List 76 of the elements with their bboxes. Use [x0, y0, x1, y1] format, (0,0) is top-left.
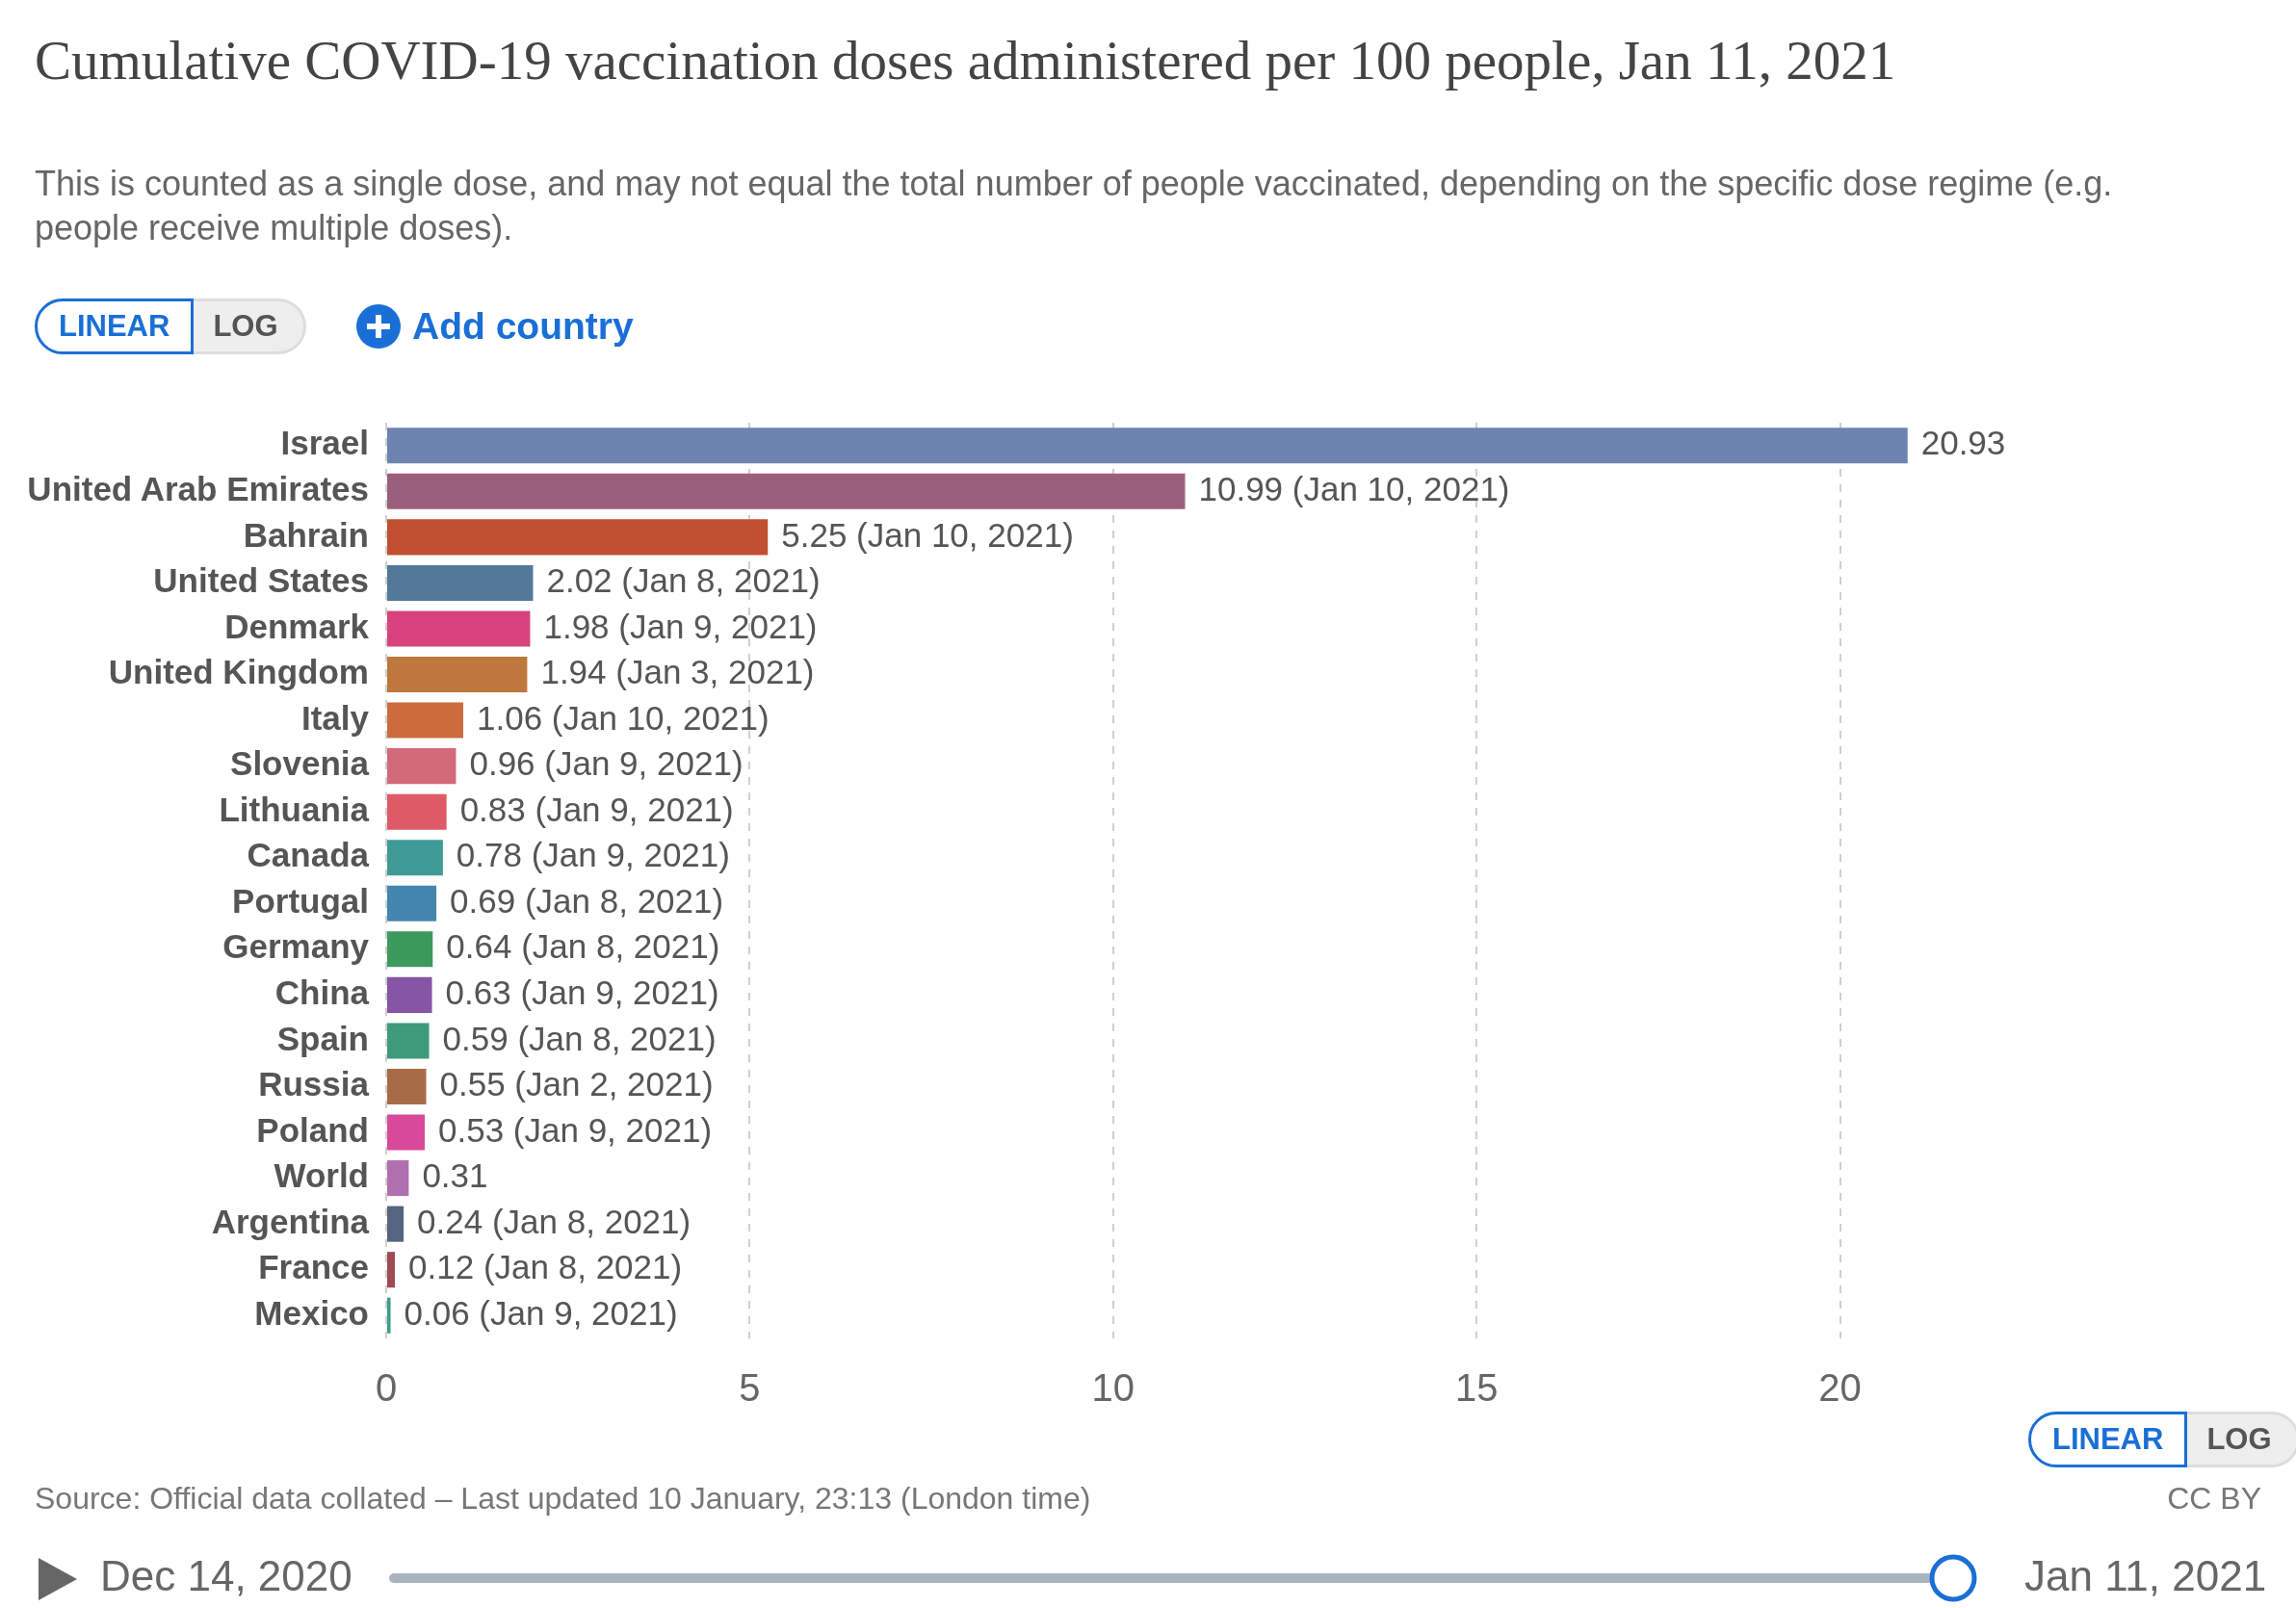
- bar: [387, 885, 437, 921]
- y-tick-label: China: [274, 973, 370, 1012]
- y-tick-label: Mexico: [254, 1293, 369, 1332]
- text: LOG: [2187, 1412, 2296, 1467]
- bar: [387, 793, 447, 830]
- bar: [387, 1023, 430, 1059]
- y-tick-label: Canada: [247, 836, 370, 874]
- x-tick-label: 10: [1091, 1366, 1135, 1410]
- x-tick-label: 20: [1818, 1366, 1862, 1410]
- bar: [387, 1160, 409, 1197]
- bar: [387, 748, 457, 785]
- y-tick-label: Germany: [222, 927, 370, 966]
- bar: [387, 1206, 404, 1242]
- data-label: 1.94 (Jan 3, 2021): [540, 653, 815, 691]
- bar: [387, 656, 528, 693]
- y-tick-label: United States: [153, 561, 369, 600]
- data-label: 0.83 (Jan 9, 2021): [459, 790, 734, 828]
- data-label: 5.25 (Jan 10, 2021): [781, 515, 1074, 554]
- data-label: 0.06 (Jan 9, 2021): [404, 1293, 678, 1332]
- bar: [387, 1297, 391, 1334]
- y-tick-label: Spain: [276, 1019, 369, 1057]
- text: LINEAR: [35, 298, 195, 354]
- y-tick-label: Denmark: [224, 607, 370, 645]
- bar: [387, 473, 1186, 509]
- y-tick-label: Lithuania: [219, 790, 370, 828]
- x-tick-label: 15: [1454, 1366, 1499, 1410]
- y-tick-label: Argentina: [211, 1202, 370, 1240]
- data-label: 0.53 (Jan 9, 2021): [438, 1110, 713, 1149]
- data-label: 2.02 (Jan 8, 2021): [546, 561, 821, 600]
- bar: [387, 1068, 427, 1105]
- y-tick-label: Poland: [256, 1110, 369, 1149]
- y-tick-label: World: [274, 1156, 369, 1195]
- y-tick-label: Italy: [300, 698, 370, 737]
- text: Jan 11, 2021: [2024, 1552, 2267, 1600]
- text: LOG: [194, 298, 306, 354]
- chart-subtitle: This is counted as a single dose, and may not equal the total number of people vaccinated, depending on the specific dose regime (e.g. people receive multiple doses).: [35, 163, 2114, 249]
- bar: [387, 931, 433, 968]
- x-tick-label: 5: [739, 1366, 761, 1410]
- y-tick-label: Bahrain: [243, 515, 369, 554]
- bar: [387, 840, 443, 876]
- text: Dec 14, 2020: [100, 1552, 352, 1600]
- x-tick-label: 0: [375, 1366, 398, 1410]
- data-label: 0.78 (Jan 9, 2021): [456, 836, 730, 874]
- y-tick-label: United Kingdom: [108, 653, 369, 691]
- data-label: 1.98 (Jan 9, 2021): [543, 607, 818, 645]
- data-label: 0.59 (Jan 8, 2021): [442, 1019, 717, 1057]
- data-label: 0.69 (Jan 8, 2021): [450, 881, 724, 920]
- data-label: 0.63 (Jan 9, 2021): [445, 973, 719, 1012]
- data-label: 1.06 (Jan 10, 2021): [477, 698, 770, 737]
- data-label: 10.99 (Jan 10, 2021): [1198, 469, 1510, 507]
- data-label: 0.24 (Jan 8, 2021): [417, 1202, 691, 1240]
- text: LINEAR: [2028, 1412, 2188, 1467]
- y-tick-label: Israel: [280, 424, 369, 462]
- data-label: 0.64 (Jan 8, 2021): [446, 927, 720, 966]
- chart-title: Cumulative COVID-19 vaccination doses administered per 100 people, Jan 11, 2021: [35, 30, 1897, 91]
- bar: [387, 1252, 396, 1288]
- y-tick-label: France: [258, 1248, 369, 1286]
- data-label: 0.31: [422, 1156, 488, 1195]
- text: Add country: [412, 305, 634, 348]
- y-tick-label: Slovenia: [230, 744, 370, 783]
- bar: [387, 564, 534, 601]
- text: CC BY: [2167, 1481, 2261, 1517]
- y-tick-label: Russia: [258, 1065, 370, 1103]
- bar: [387, 1114, 425, 1151]
- bar: [387, 702, 464, 739]
- source-note: Source: Official data collated – Last updated 10 January, 23:13 (London time): [35, 1481, 1091, 1517]
- bar: [387, 610, 531, 647]
- data-label: 20.93: [1920, 424, 2006, 462]
- y-tick-label: United Arab Emirates: [27, 469, 369, 507]
- bar: [387, 519, 769, 556]
- data-label: 0.55 (Jan 2, 2021): [439, 1065, 714, 1103]
- bar: [387, 976, 432, 1013]
- data-label: 0.96 (Jan 9, 2021): [469, 744, 744, 783]
- y-tick-label: Portugal: [232, 881, 369, 920]
- data-label: 0.12 (Jan 8, 2021): [408, 1248, 683, 1286]
- bar: [387, 428, 1908, 464]
